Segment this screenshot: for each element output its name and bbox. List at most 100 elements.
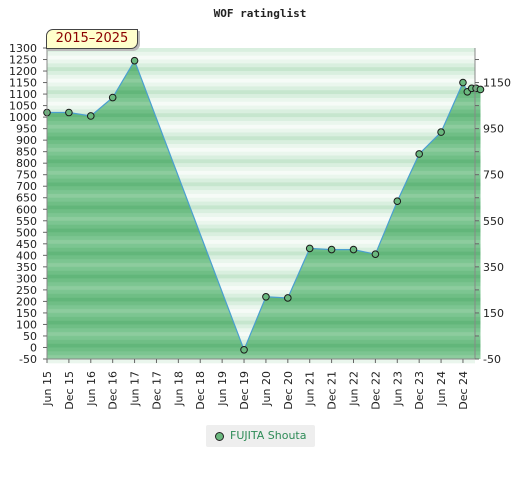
x-tick-label: Dec 24 [457,371,470,410]
background-band [47,174,475,180]
background-band [47,209,475,214]
y-left-tick-label: 300 [16,272,37,285]
y-left-tick-label: 250 [16,284,37,297]
background-band [47,132,475,137]
background-band [47,197,475,203]
y-left-tick-label: 200 [16,295,37,308]
background-band [47,71,475,76]
data-point [437,128,445,136]
background-band [47,124,475,130]
background-band [47,94,475,99]
y-right-tick-label: 950 [483,123,504,136]
background-band [47,86,475,91]
data-point [65,108,73,117]
background-band [47,155,475,160]
y-left-tick-label: 1250 [9,54,37,67]
background-band [47,182,475,187]
data-point [240,345,248,354]
background-band [47,63,475,68]
y-left-tick-label: 850 [16,146,37,159]
background-band [47,128,475,133]
background-band [47,140,475,145]
background-band [47,266,475,272]
background-band [47,117,475,122]
x-tick-label: Jun 17 [129,371,142,407]
x-tick-label: Dec 21 [326,371,339,410]
background-band [47,255,475,260]
background-band [47,297,475,302]
background-band [47,167,475,172]
y-left-tick-label: 0 [30,341,37,354]
y-left-tick-label: 650 [16,192,37,205]
y-left-tick-label: 100 [16,318,37,331]
background-band [47,136,475,141]
background-band [47,170,475,176]
y-left-tick-label: 400 [16,249,37,262]
data-point [415,150,423,158]
background-band [47,274,475,279]
y-axis-right: 1150 950 750 550 350 150 -50 [474,48,511,366]
x-tick-label: Jun 22 [347,371,360,407]
background-band [47,270,475,276]
background-band [47,236,475,241]
data-point [349,245,358,254]
background-band [47,67,475,72]
background-band [47,120,475,126]
background-band [47,251,475,256]
legend-label: FUJITA Shouta [230,429,307,442]
background-band [47,105,475,110]
x-tick-label: Jun 16 [85,371,98,407]
y-left-tick-label: 50 [23,330,37,343]
x-tick-label: Jun 15 [41,371,54,407]
data-point [476,85,485,94]
x-tick-label: Jun 23 [391,371,404,407]
data-point [108,93,117,102]
y-left-tick-label: 700 [16,180,37,193]
background-band [47,101,475,107]
background-band [47,178,475,183]
background-band [47,51,475,57]
background-band [47,163,475,168]
background-band [47,147,475,153]
y-left-tick-label: 800 [16,157,37,170]
data-point [371,250,380,258]
y-left-tick-label: 550 [16,215,37,228]
y-left-tick-label: 750 [16,169,37,182]
y-right-tick-label: 350 [483,261,504,274]
y-left-tick-label: 350 [16,261,37,274]
background-band [47,193,475,199]
x-tick-label: Dec 22 [369,371,382,410]
x-tick-label: Dec 16 [107,371,120,410]
y-right-tick-label: 750 [483,169,504,182]
x-tick-label: Jun 18 [172,371,185,407]
data-point [393,197,402,205]
background-band [47,289,475,295]
x-axis: Jun 15 Dec 15 Jun 16 Dec 16 Jun 17 Dec 17 Jun … [41,358,475,410]
y-right-tick-label: 1150 [483,77,511,90]
background-band [47,190,475,195]
background-band [47,159,475,164]
y-left-tick-label: 900 [16,134,37,147]
legend-marker [215,432,224,441]
y-left-tick-label: 600 [16,203,37,216]
x-tick-label: Jun 24 [435,371,448,407]
plot-background [47,48,475,364]
background-band [47,143,475,149]
y-left-tick-label: 1150 [9,77,37,90]
period-badge: 2015–2025 [46,29,138,49]
background-band [47,74,475,80]
y-right-tick-label: 550 [483,215,504,228]
y-axis-left: 1300125012001150110010501000950900850800… [9,42,48,366]
background-band [47,205,475,210]
legend[interactable]: FUJITA Shouta [206,425,315,447]
y-left-tick-label: 150 [16,307,37,320]
x-tick-label: Jun 19 [216,371,229,407]
x-tick-label: Jun 21 [304,371,317,407]
background-band [47,224,475,229]
x-tick-label: Dec 20 [282,371,295,410]
background-band [47,243,475,249]
y-left-tick-label: 1300 [9,42,37,55]
x-tick-label: Jun 20 [260,371,273,407]
background-band [47,259,475,264]
